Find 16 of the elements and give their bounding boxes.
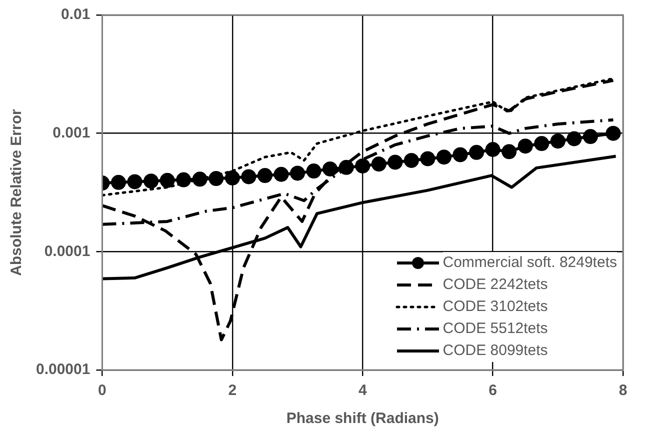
- x-tick-label: 2: [228, 382, 237, 400]
- y-tick-label: 0.001: [52, 124, 90, 142]
- y-axis-title: Absolute Relative Error: [8, 108, 26, 276]
- legend-label: CODE 5512tets: [442, 318, 548, 340]
- x-tick-label: 6: [488, 382, 497, 400]
- legend-label: CODE 2242tets: [442, 274, 548, 296]
- y-tick-label: 0.00001: [36, 361, 90, 378]
- legend-label: Commercial soft. 8249tets: [442, 252, 617, 274]
- x-tick-label: 0: [98, 382, 106, 400]
- y-tick-label: 0.01: [61, 6, 90, 24]
- x-tick-label: 8: [618, 382, 628, 400]
- y-tick-label: 0.0001: [44, 242, 90, 260]
- x-axis-title: Phase shift (Radians): [286, 410, 439, 428]
- x-tick-label: 4: [358, 382, 368, 400]
- legend-label: CODE 8099tets: [442, 340, 548, 362]
- legend-label: CODE 3102tets: [442, 296, 548, 318]
